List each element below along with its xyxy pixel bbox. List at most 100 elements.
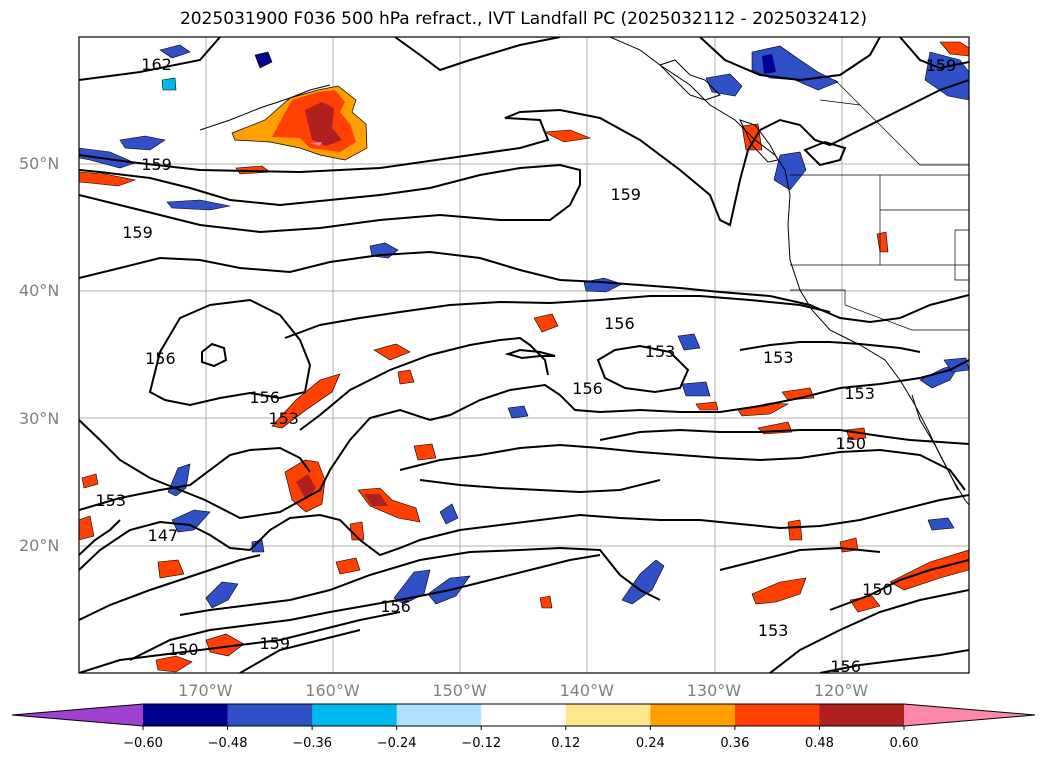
- contour-156: [819, 649, 969, 673]
- contour-label: 159: [259, 633, 291, 653]
- contour-label: 153: [844, 384, 875, 404]
- contour-label: 156: [249, 388, 280, 408]
- negative-shading: [927, 517, 955, 531]
- positive-shading: [205, 633, 245, 657]
- negative-shading: [943, 357, 969, 373]
- positive-shading: [357, 487, 421, 523]
- contour-162: [394, 37, 561, 72]
- colorbar-extend-min: [12, 704, 143, 726]
- contour-147: [399, 443, 966, 491]
- longitude-tick-label: 150°W: [432, 681, 487, 700]
- negative-shading: [705, 73, 743, 97]
- contour-150: [599, 428, 969, 445]
- contour-150: [79, 494, 969, 571]
- positive-shading: [296, 474, 316, 500]
- contour-label: 156: [145, 348, 176, 368]
- contour-162: [699, 37, 881, 82]
- contour-label: 159: [141, 155, 172, 175]
- negative-shading: [119, 135, 166, 151]
- negative-shading: [161, 77, 177, 91]
- colorbar-tick-label: −0.48: [207, 736, 248, 751]
- colorbar-tick-label: 0.60: [889, 736, 919, 751]
- contour-label: 159: [925, 56, 957, 76]
- contour-156: [201, 342, 228, 368]
- contour-147: [79, 519, 121, 556]
- latitude-tick-label: 20°N: [19, 535, 60, 555]
- longitude-tick-label: 160°W: [305, 681, 360, 700]
- negative-shading: [507, 405, 529, 419]
- contour-150: [79, 446, 311, 511]
- contour-159: [803, 140, 847, 167]
- positive-shading: [155, 655, 193, 673]
- contour-label: 150: [862, 580, 893, 600]
- longitude-tick-label: 140°W: [559, 681, 614, 700]
- negative-shading: [773, 151, 807, 191]
- contour-150: [79, 554, 261, 621]
- positive-shading: [533, 313, 559, 333]
- positive-shading: [81, 473, 99, 489]
- positive-shading: [539, 595, 553, 609]
- positive-shading: [373, 343, 411, 361]
- positive-shading: [335, 557, 361, 575]
- negative-shading: [677, 333, 701, 351]
- colorbar-segment: [565, 704, 651, 726]
- contour-156: [148, 298, 312, 407]
- positive-shading: [695, 401, 719, 411]
- contour-153: [179, 546, 661, 616]
- contour-153: [299, 336, 549, 431]
- positive-shading: [397, 369, 415, 385]
- latitude-tick-label: 40°N: [19, 281, 60, 301]
- positive-shading: [271, 373, 341, 429]
- contour-label: 156: [830, 656, 861, 676]
- longitude-tick-label: 170°W: [178, 681, 233, 700]
- colorbar-extend-max: [904, 704, 1035, 726]
- contour-label: 159: [610, 184, 641, 204]
- political-borders: [790, 79, 969, 331]
- contour-label: 150: [835, 434, 867, 454]
- positive-shading: [79, 515, 95, 541]
- colorbar-segment: [481, 704, 567, 726]
- negative-shading: [681, 381, 711, 397]
- negative-shading: [762, 54, 776, 74]
- contour-label: 153: [95, 491, 127, 511]
- negative-shading: [205, 581, 239, 609]
- contour-156: [504, 348, 556, 360]
- colorbar-tick-label: 0.12: [551, 736, 581, 751]
- refractivity-contours: [79, 37, 969, 673]
- positive-shading: [305, 102, 342, 146]
- colorbar-segment: [312, 704, 398, 726]
- colorbar-tick-label: 0.24: [635, 736, 665, 751]
- negative-shading: [751, 45, 839, 91]
- positive-shading: [751, 577, 807, 605]
- negative-shading: [166, 199, 231, 211]
- contour-label: 147: [147, 525, 179, 545]
- negative-shading: [621, 559, 665, 605]
- longitude-tick-label: 120°W: [813, 681, 869, 700]
- negative-shading: [167, 463, 191, 497]
- contour-label: 159: [122, 222, 153, 242]
- positive-shading: [79, 171, 137, 187]
- positive-shading: [787, 519, 803, 541]
- contour-153: [79, 359, 969, 520]
- contour-159: [79, 611, 401, 673]
- contour-156: [284, 295, 831, 339]
- colorbar-tick-label: −0.24: [376, 736, 417, 751]
- contour-label: 156: [380, 596, 411, 616]
- colorbar-tick-label: −0.60: [123, 736, 163, 751]
- negative-shading: [159, 44, 191, 59]
- contour-156: [129, 554, 601, 661]
- negative-shading: [254, 51, 273, 69]
- contour-label: 153: [757, 621, 789, 641]
- colorbar-tick-label: 0.48: [804, 736, 834, 751]
- contour-label: 153: [763, 347, 794, 367]
- contour-153: [739, 341, 921, 353]
- coastline-islands: [659, 59, 721, 101]
- aleutian-islands: [199, 84, 331, 131]
- colorbar-segment: [227, 704, 313, 726]
- contour-159: [79, 79, 969, 227]
- latitude-tick-label: 30°N: [19, 408, 60, 428]
- colorbar-tick-label: −0.12: [461, 736, 502, 751]
- contour-159: [899, 37, 969, 70]
- contour-150: [829, 559, 969, 611]
